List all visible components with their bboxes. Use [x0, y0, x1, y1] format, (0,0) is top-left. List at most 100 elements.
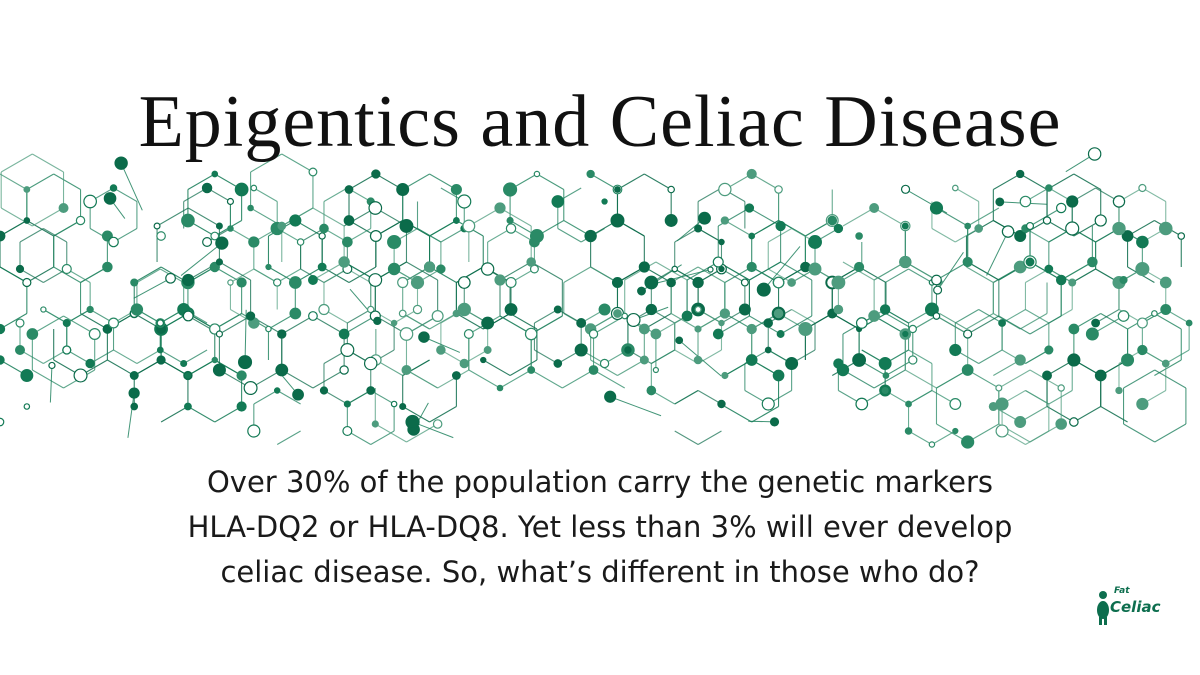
atom	[20, 369, 34, 382]
atom	[745, 354, 758, 366]
bond	[429, 220, 457, 237]
atom	[1160, 304, 1172, 315]
bond	[1123, 423, 1155, 443]
bond	[534, 349, 559, 364]
atom	[180, 359, 188, 368]
atom	[0, 230, 6, 242]
bond	[536, 173, 565, 190]
bond	[780, 261, 813, 281]
bond	[412, 421, 454, 439]
bond	[885, 359, 914, 376]
atom	[319, 223, 329, 234]
atom	[1136, 397, 1149, 411]
atom	[900, 184, 911, 194]
bond	[624, 261, 657, 281]
atom	[289, 307, 302, 320]
atom	[553, 305, 562, 314]
atom	[1087, 256, 1098, 268]
bond	[160, 349, 184, 364]
bond	[113, 349, 138, 364]
bond	[482, 359, 511, 376]
bond	[348, 266, 377, 283]
atom	[265, 263, 272, 271]
atom	[718, 319, 725, 327]
atom	[102, 324, 113, 334]
atom	[1055, 274, 1067, 286]
atom	[524, 327, 538, 341]
atom	[621, 312, 629, 320]
atom	[343, 215, 355, 226]
atom	[40, 306, 47, 313]
atom	[626, 312, 641, 328]
bond	[724, 406, 752, 423]
atom	[0, 417, 5, 427]
atom	[288, 276, 302, 289]
logo-figure	[1097, 591, 1109, 625]
bond	[1025, 309, 1050, 324]
atom	[237, 355, 253, 370]
atom	[496, 384, 504, 392]
atom	[740, 278, 749, 287]
atom	[995, 424, 1009, 438]
atom	[998, 319, 1006, 327]
atom	[14, 344, 26, 356]
atom	[369, 230, 382, 242]
atom	[1001, 225, 1015, 238]
atom	[481, 316, 495, 330]
atom	[1121, 353, 1135, 367]
bond	[19, 228, 44, 243]
atom	[156, 355, 166, 365]
atom	[452, 217, 460, 224]
atom	[833, 223, 844, 234]
logo-word: Fat	[1114, 586, 1130, 596]
atom	[308, 275, 318, 285]
atom	[614, 186, 621, 193]
atom	[211, 356, 218, 364]
atom	[130, 278, 139, 287]
bond	[955, 309, 979, 324]
atom	[719, 308, 731, 319]
atom	[153, 222, 161, 230]
atom	[494, 202, 506, 214]
atom	[746, 261, 757, 273]
atom	[878, 357, 892, 370]
atom	[1057, 384, 1065, 392]
atom	[787, 278, 796, 287]
atom	[108, 317, 120, 329]
atom	[0, 323, 6, 335]
bond	[966, 266, 994, 283]
bond	[136, 349, 161, 364]
bond	[644, 173, 672, 190]
bond	[423, 336, 461, 353]
bond	[32, 153, 64, 173]
atom	[1044, 345, 1054, 355]
atom	[292, 388, 304, 401]
atom	[462, 219, 476, 233]
atom	[961, 364, 974, 376]
atom	[156, 319, 165, 327]
bond	[590, 173, 618, 190]
bond	[655, 315, 688, 335]
bond	[53, 173, 81, 190]
atom	[882, 372, 890, 379]
atom	[61, 263, 72, 275]
atom	[1117, 310, 1130, 322]
atom	[236, 370, 247, 381]
atom	[399, 402, 407, 411]
atom	[483, 346, 492, 354]
body-text: Over 30% of the population carry the gen…	[0, 460, 1200, 595]
bond	[717, 315, 750, 335]
atom	[551, 195, 565, 208]
atom	[23, 186, 31, 193]
atom	[390, 319, 398, 327]
atom	[533, 170, 541, 178]
atom	[277, 329, 287, 339]
atom	[1068, 323, 1080, 335]
atom	[73, 368, 88, 383]
atom	[773, 308, 784, 319]
atom	[553, 359, 563, 368]
atom	[165, 272, 176, 284]
atom	[387, 234, 402, 250]
atom	[457, 276, 471, 289]
bond	[998, 369, 1031, 389]
